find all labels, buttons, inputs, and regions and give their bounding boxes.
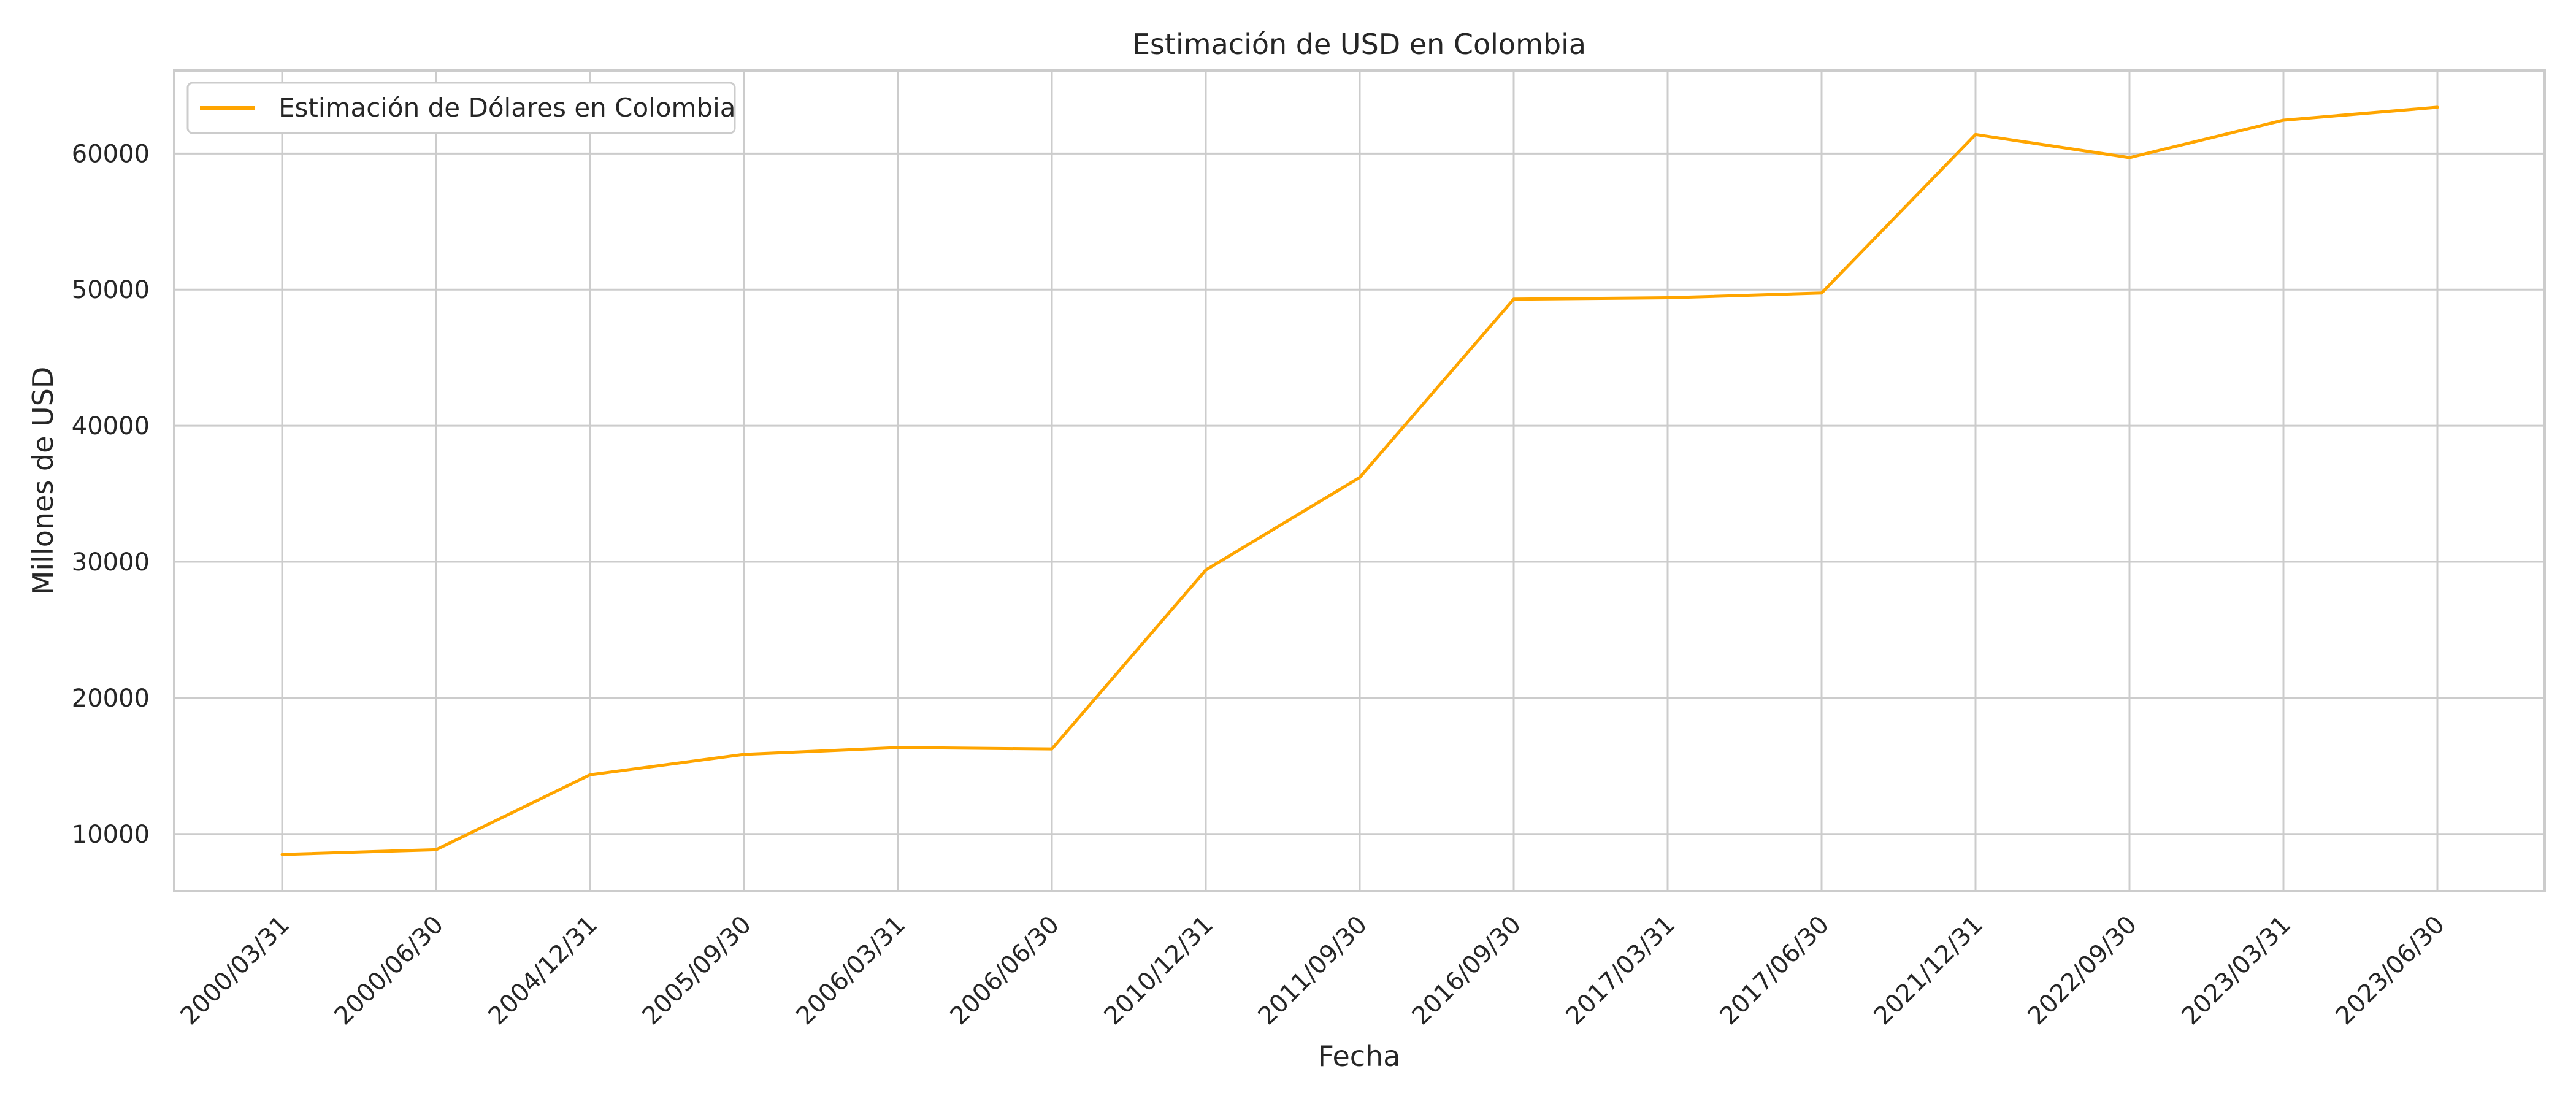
y-tick-label: 30000 [72,548,150,577]
y-tick-label: 40000 [72,412,150,440]
legend-box [186,82,736,134]
y-tick-label: 60000 [72,140,150,168]
y-axis-ticks: 10000 20000 30000 40000 50000 60000 [72,140,150,848]
y-axis-label: Millones de USD [26,367,59,596]
y-tick-label: 50000 [72,276,150,304]
y-tick-label: 20000 [72,684,150,713]
chart-title: Estimación de USD en Colombia [1132,28,1586,61]
y-tick-label: 10000 [72,821,150,849]
legend: Estimación de Dólares en Colombia [186,82,736,134]
legend-entry: Estimación de Dólares en Colombia [278,93,736,123]
x-axis-label: Fecha [1318,1040,1401,1073]
plot-area-border [173,69,2546,892]
series-line [280,105,2439,856]
series-layer [280,105,2439,856]
grid-lines [174,71,2545,891]
